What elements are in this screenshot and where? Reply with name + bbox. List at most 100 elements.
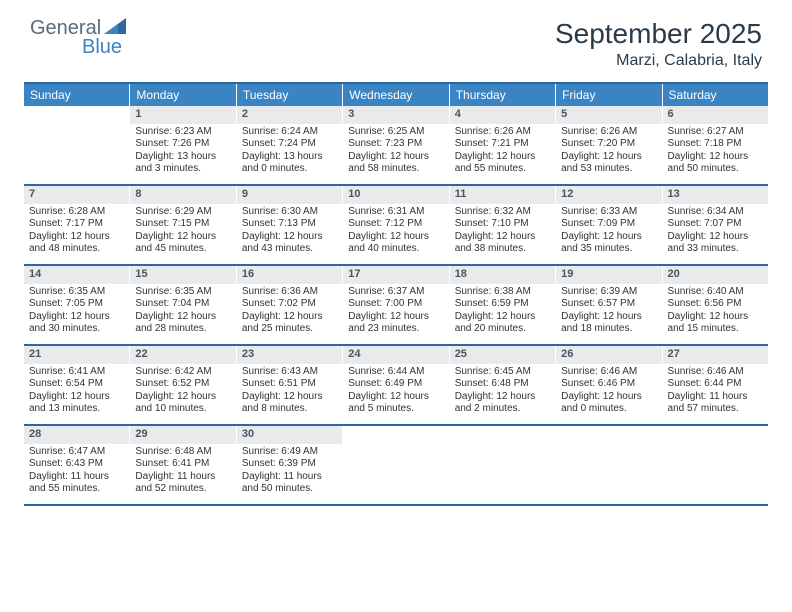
day-cell: 8Sunrise: 6:29 AMSunset: 7:15 PMDaylight…: [130, 186, 236, 264]
sunset: Sunset: 6:44 PM: [668, 378, 763, 391]
day-body: Sunrise: 6:26 AMSunset: 7:20 PMDaylight:…: [556, 124, 661, 180]
sunset: Sunset: 7:18 PM: [668, 138, 763, 151]
day-number: 30: [237, 426, 342, 444]
day-number: 10: [343, 186, 448, 204]
day-cell: 18Sunrise: 6:38 AMSunset: 6:59 PMDayligh…: [450, 266, 556, 344]
day-body: Sunrise: 6:38 AMSunset: 6:59 PMDaylight:…: [450, 284, 555, 340]
day-number: 29: [130, 426, 235, 444]
day-body: Sunrise: 6:41 AMSunset: 6:54 PMDaylight:…: [24, 364, 129, 420]
day-body: Sunrise: 6:47 AMSunset: 6:43 PMDaylight:…: [24, 444, 129, 500]
logo-blue: Blue: [82, 37, 126, 57]
daylight: Daylight: 11 hours and 55 minutes.: [29, 471, 124, 496]
day-body: Sunrise: 6:46 AMSunset: 6:46 PMDaylight:…: [556, 364, 661, 420]
sunrise: Sunrise: 6:31 AM: [348, 206, 443, 219]
sunrise: Sunrise: 6:39 AM: [561, 286, 656, 299]
day-number: 28: [24, 426, 129, 444]
day-of-week-row: Sunday Monday Tuesday Wednesday Thursday…: [24, 84, 768, 106]
day-body: Sunrise: 6:42 AMSunset: 6:52 PMDaylight:…: [130, 364, 235, 420]
day-body: Sunrise: 6:37 AMSunset: 7:00 PMDaylight:…: [343, 284, 448, 340]
sunrise: Sunrise: 6:27 AM: [668, 126, 763, 139]
sunset: Sunset: 7:21 PM: [455, 138, 550, 151]
sunrise: Sunrise: 6:45 AM: [455, 366, 550, 379]
week-row: 1Sunrise: 6:23 AMSunset: 7:26 PMDaylight…: [24, 106, 768, 186]
dow-thursday: Thursday: [450, 84, 556, 106]
sunset: Sunset: 7:10 PM: [455, 218, 550, 231]
day-cell: 7Sunrise: 6:28 AMSunset: 7:17 PMDaylight…: [24, 186, 130, 264]
day-body: Sunrise: 6:46 AMSunset: 6:44 PMDaylight:…: [663, 364, 768, 420]
week-row: 14 Sunrise: 6:35 AM Sunset: 7:05 PM Dayligh…: [24, 266, 768, 346]
day-cell: 25Sunrise: 6:45 AMSunset: 6:48 PMDayligh…: [450, 346, 556, 424]
day-cell: [663, 426, 768, 504]
sunrise: Sunrise: 6:42 AM: [135, 366, 230, 379]
day-body: Sunrise: 6:27 AMSunset: 7:18 PMDaylight:…: [663, 124, 768, 180]
day-body: Sunrise: 6:25 AMSunset: 7:23 PMDaylight:…: [343, 124, 448, 180]
day-number: 1: [130, 106, 235, 124]
sunrise: Sunrise: 6:41 AM: [29, 366, 124, 379]
dow-monday: Monday: [130, 84, 236, 106]
dow-sunday: Sunday: [24, 84, 130, 106]
week-row: 7Sunrise: 6:28 AMSunset: 7:17 PMDaylight…: [24, 186, 768, 266]
sunrise: Sunrise: 6:35 AM: [135, 286, 230, 299]
day-body: Sunrise: 6:26 AMSunset: 7:21 PMDaylight:…: [450, 124, 555, 180]
day-body: Sunrise: 6:30 AMSunset: 7:13 PMDaylight:…: [237, 204, 342, 260]
sunrise: Sunrise: 6:37 AM: [348, 286, 443, 299]
day-cell: 21Sunrise: 6:41 AMSunset: 6:54 PMDayligh…: [24, 346, 130, 424]
dow-saturday: Saturday: [663, 84, 768, 106]
day-number: 27: [663, 346, 768, 364]
sunset: Sunset: 7:07 PM: [668, 218, 763, 231]
day-cell: 23Sunrise: 6:43 AMSunset: 6:51 PMDayligh…: [237, 346, 343, 424]
daylight: Daylight: 12 hours and 15 minutes.: [668, 311, 763, 336]
day-number: 11: [450, 186, 555, 204]
dow-friday: Friday: [556, 84, 662, 106]
sunrise: Sunrise: 6:49 AM: [242, 446, 337, 459]
day-cell: 20Sunrise: 6:40 AMSunset: 6:56 PMDayligh…: [663, 266, 768, 344]
location: Marzi, Calabria, Italy: [555, 52, 762, 70]
day-body: Sunrise: 6:44 AMSunset: 6:49 PMDaylight:…: [343, 364, 448, 420]
day-body: Sunrise: 6:49 AMSunset: 6:39 PMDaylight:…: [237, 444, 342, 500]
day-number: 9: [237, 186, 342, 204]
day-number: 26: [556, 346, 661, 364]
sunrise: Sunrise: 6:26 AM: [561, 126, 656, 139]
sunrise: Sunrise: 6:25 AM: [348, 126, 443, 139]
sunrise: Sunrise: 6:23 AM: [135, 126, 230, 139]
day-cell: 14Sunrise: 6:35 AMSunset: 7:05 PMDayligh…: [24, 266, 130, 344]
sunrise: Sunrise: 6:46 AM: [668, 366, 763, 379]
sunset: Sunset: 6:57 PM: [561, 298, 656, 311]
sunset: Sunset: 6:52 PM: [135, 378, 230, 391]
day-number: 23: [237, 346, 342, 364]
dow-tuesday: Tuesday: [237, 84, 343, 106]
day-number: 22: [130, 346, 235, 364]
day-number: 14: [24, 266, 129, 284]
sunset: Sunset: 6:46 PM: [561, 378, 656, 391]
sunset: Sunset: 6:39 PM: [242, 458, 337, 471]
day-number: 20: [663, 266, 768, 284]
sunrise: Sunrise: 6:33 AM: [561, 206, 656, 219]
day-body: Sunrise: 6:48 AMSunset: 6:41 PMDaylight:…: [130, 444, 235, 500]
sunrise: Sunrise: 6:26 AM: [455, 126, 550, 139]
day-cell: [556, 426, 662, 504]
day-number: 16: [237, 266, 342, 284]
daylight: Daylight: 12 hours and 33 minutes.: [668, 231, 763, 256]
sunset: Sunset: 7:23 PM: [348, 138, 443, 151]
day-cell: [24, 106, 130, 184]
sunset: Sunset: 6:49 PM: [348, 378, 443, 391]
daylight: Daylight: 12 hours and 50 minutes.: [668, 151, 763, 176]
day-body: Sunrise: 6:43 AMSunset: 6:51 PMDaylight:…: [237, 364, 342, 420]
day-number: 17: [343, 266, 448, 284]
daylight: Daylight: 12 hours and 8 minutes.: [242, 391, 337, 416]
day-cell: 13Sunrise: 6:34 AMSunset: 7:07 PMDayligh…: [663, 186, 768, 264]
daylight: Daylight: 12 hours and 48 minutes.: [29, 231, 124, 256]
day-body: Sunrise: 6:34 AMSunset: 7:07 PMDaylight:…: [663, 204, 768, 260]
daylight: Daylight: 12 hours and 20 minutes.: [455, 311, 550, 336]
header: General Blue September 2025 Marzi, Calab…: [0, 0, 792, 78]
day-number: 25: [450, 346, 555, 364]
sunset: Sunset: 7:05 PM: [29, 298, 124, 311]
sunrise: Sunrise: 6:28 AM: [29, 206, 124, 219]
day-cell: 24Sunrise: 6:44 AMSunset: 6:49 PMDayligh…: [343, 346, 449, 424]
daylight: Daylight: 12 hours and 43 minutes.: [242, 231, 337, 256]
daylight: Daylight: 12 hours and 38 minutes.: [455, 231, 550, 256]
day-body: Sunrise: 6:40 AMSunset: 6:56 PMDaylight:…: [663, 284, 768, 340]
day-cell: 29Sunrise: 6:48 AMSunset: 6:41 PMDayligh…: [130, 426, 236, 504]
day-number: 6: [663, 106, 768, 124]
daylight: Daylight: 13 hours and 3 minutes.: [135, 151, 230, 176]
